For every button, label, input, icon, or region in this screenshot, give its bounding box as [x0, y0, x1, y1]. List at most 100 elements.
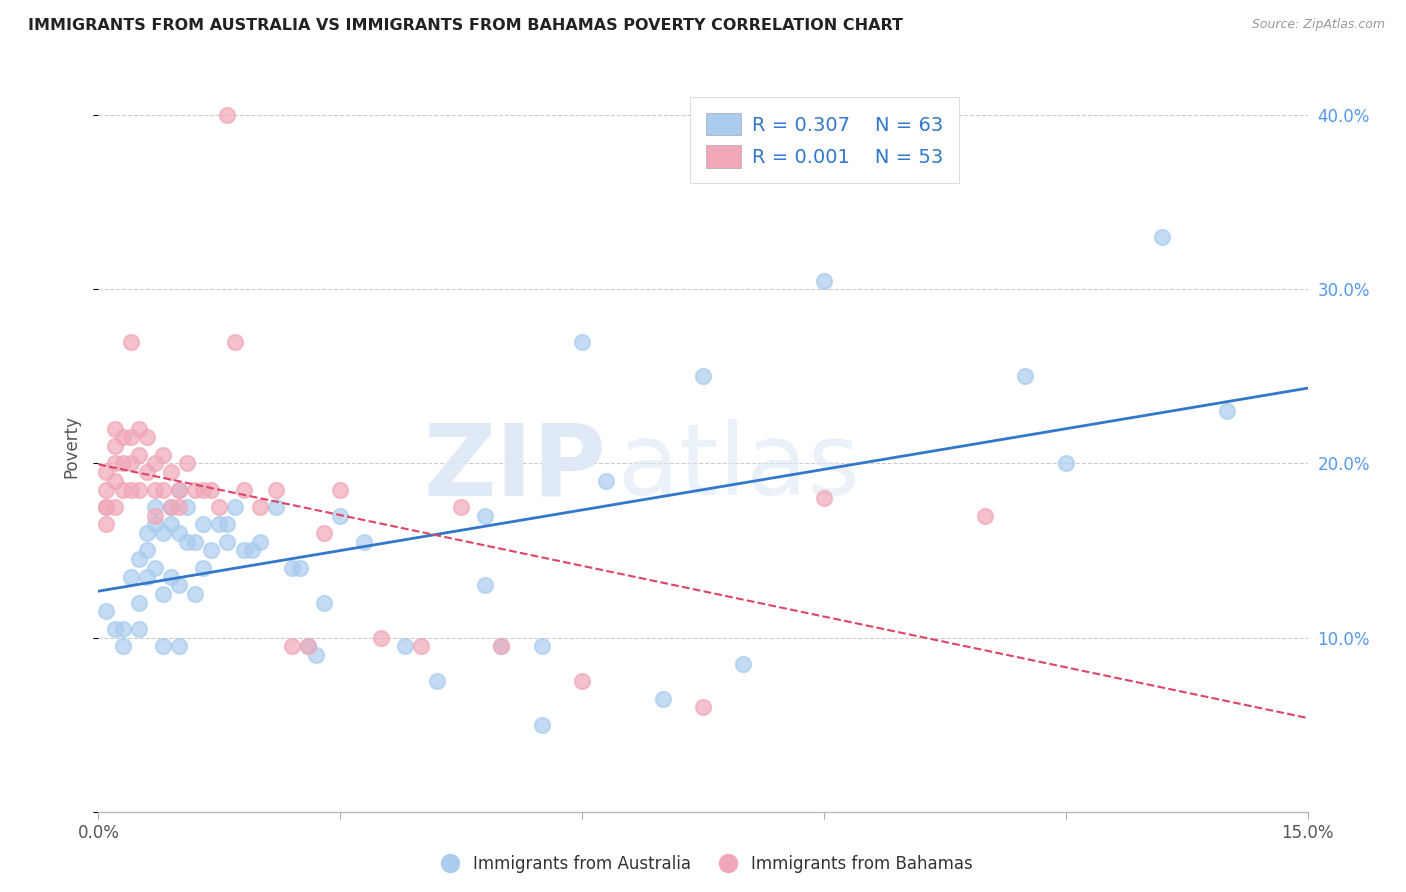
Point [297, 640, 319, 654]
Point [143, 561, 166, 575]
Point [128, 622, 150, 636]
Point [152, 640, 174, 654]
Point [135, 526, 157, 541]
Point [329, 483, 352, 497]
Point [160, 500, 183, 514]
Text: Source: ZipAtlas.com: Source: ZipAtlas.com [1251, 18, 1385, 31]
Point [314, 526, 336, 541]
Point [370, 631, 392, 645]
Point [167, 483, 190, 497]
Point [200, 543, 222, 558]
Point [305, 648, 328, 662]
Point [160, 517, 183, 532]
Point [240, 543, 263, 558]
Point [224, 500, 246, 514]
Point [111, 483, 134, 497]
Point [491, 640, 513, 654]
Point [120, 334, 142, 349]
Point [143, 517, 166, 532]
Point [152, 483, 174, 497]
Point [297, 640, 319, 654]
Point [128, 596, 150, 610]
Point [249, 500, 271, 514]
Point [193, 517, 215, 532]
Point [530, 717, 553, 731]
Point [120, 457, 142, 471]
Point [184, 587, 207, 601]
Point [103, 421, 125, 435]
Point [249, 534, 271, 549]
Point [96, 500, 118, 514]
Legend: Immigrants from Australia, Immigrants from Bahamas: Immigrants from Australia, Immigrants fr… [426, 848, 980, 880]
Point [135, 543, 157, 558]
Point [103, 500, 125, 514]
Point [167, 500, 190, 514]
Point [111, 457, 134, 471]
Point [329, 508, 352, 523]
Point [353, 534, 375, 549]
Point [1216, 404, 1239, 418]
Point [264, 500, 287, 514]
Point [160, 569, 183, 583]
Point [128, 448, 150, 462]
Text: atlas: atlas [619, 419, 860, 516]
Point [96, 483, 118, 497]
Point [232, 543, 254, 558]
Point [152, 526, 174, 541]
Point [281, 561, 304, 575]
Point [96, 465, 118, 479]
Point [217, 534, 239, 549]
Point [813, 491, 835, 506]
Point [152, 587, 174, 601]
Point [184, 534, 207, 549]
Point [96, 604, 118, 618]
Point [224, 334, 246, 349]
Point [733, 657, 755, 671]
Point [167, 483, 190, 497]
Point [288, 561, 311, 575]
Point [128, 552, 150, 566]
Point [1014, 369, 1036, 384]
Point [176, 457, 198, 471]
Point [571, 334, 593, 349]
Point [184, 483, 207, 497]
Point [595, 474, 617, 488]
Point [120, 483, 142, 497]
Point [103, 622, 125, 636]
Point [111, 622, 134, 636]
Point [217, 108, 239, 122]
Point [160, 465, 183, 479]
Point [176, 534, 198, 549]
Point [167, 578, 190, 592]
Point [103, 457, 125, 471]
Point [135, 569, 157, 583]
Point [426, 674, 449, 689]
Point [281, 640, 304, 654]
Point [135, 465, 157, 479]
Point [128, 483, 150, 497]
Point [813, 274, 835, 288]
Point [491, 640, 513, 654]
Point [208, 517, 231, 532]
Point [530, 640, 553, 654]
Point [176, 500, 198, 514]
Point [96, 500, 118, 514]
Point [409, 640, 432, 654]
Point [103, 474, 125, 488]
Point [111, 640, 134, 654]
Point [193, 483, 215, 497]
Point [450, 500, 472, 514]
Point [193, 561, 215, 575]
Point [143, 457, 166, 471]
Point [143, 483, 166, 497]
Point [152, 448, 174, 462]
Point [208, 500, 231, 514]
Point [103, 439, 125, 453]
Point [200, 483, 222, 497]
Point [264, 483, 287, 497]
Point [143, 500, 166, 514]
Point [111, 430, 134, 444]
Point [474, 578, 496, 592]
Point [651, 691, 673, 706]
Point [571, 674, 593, 689]
